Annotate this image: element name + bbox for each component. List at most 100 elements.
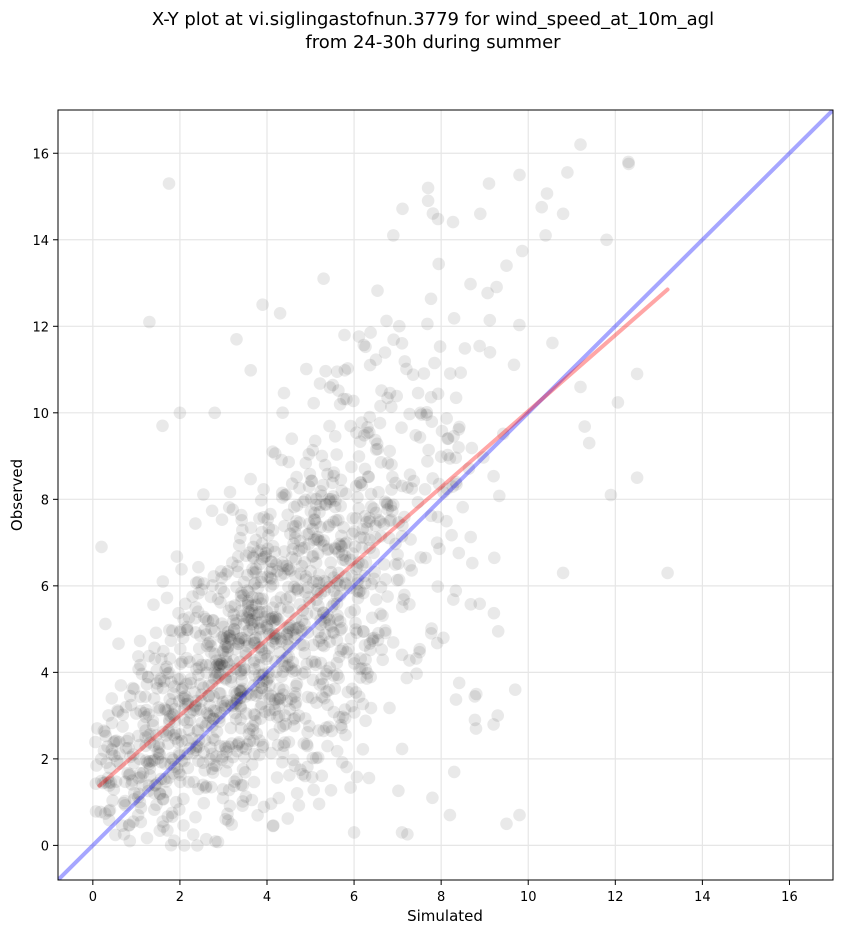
scatter-point <box>288 698 302 712</box>
scatter-point <box>324 784 338 797</box>
scatter-point <box>268 613 282 627</box>
scatter-point <box>339 487 353 501</box>
scatter-point <box>106 794 119 807</box>
scatter-point <box>392 557 405 570</box>
scatter-point <box>213 715 226 728</box>
scatter-point <box>313 377 327 390</box>
scatter-point <box>171 672 185 686</box>
scatter-point <box>305 474 319 488</box>
scatter-point <box>351 573 365 587</box>
scatter-point <box>290 677 304 690</box>
scatter-point <box>115 819 129 832</box>
scatter-point <box>152 747 166 760</box>
scatter-point <box>344 581 357 595</box>
scatter-point <box>89 805 103 818</box>
scatter-point <box>280 651 294 664</box>
scatter-point <box>335 484 349 498</box>
scatter-point <box>205 678 219 692</box>
scatter-point <box>176 631 190 645</box>
scatter-point <box>228 623 241 636</box>
scatter-point <box>241 738 254 751</box>
scatter-point <box>172 747 186 760</box>
scatter-point <box>253 512 266 525</box>
scatter-point <box>449 475 463 489</box>
scatter-point <box>119 799 132 812</box>
scatter-point <box>339 554 352 567</box>
scatter-point <box>234 631 248 645</box>
scatter-point <box>202 689 215 703</box>
scatter-point <box>224 698 238 712</box>
scatter-point <box>320 685 333 698</box>
scatter-point <box>160 591 174 605</box>
scatter-point <box>254 651 267 664</box>
scatter-point <box>449 584 463 598</box>
scatter-point <box>354 652 368 665</box>
scatter-point <box>443 452 457 465</box>
scatter-point <box>364 701 378 715</box>
scatter-point <box>191 724 204 738</box>
scatter-point <box>385 483 398 496</box>
scatter-point <box>535 200 548 214</box>
scatter-point <box>276 556 289 569</box>
scatter-point <box>357 338 371 352</box>
scatter-point <box>191 723 205 736</box>
scatter-point <box>398 355 412 368</box>
scatter-point <box>147 598 160 611</box>
scatter-point <box>263 703 276 717</box>
scatter-point <box>315 690 329 703</box>
scatter-point <box>364 670 378 684</box>
scatter-point <box>202 679 215 692</box>
scatter-point <box>150 677 163 690</box>
scatter-point <box>242 637 256 650</box>
scatter-point <box>374 515 387 528</box>
scatter-point <box>428 356 441 370</box>
scatter-point <box>262 623 275 636</box>
scatter-point <box>111 704 124 717</box>
scatter-point <box>187 703 200 717</box>
scatter-point <box>180 623 194 637</box>
scatter-point <box>254 615 268 629</box>
scatter-point <box>574 380 587 394</box>
scatter-point <box>359 714 372 728</box>
scatter-point <box>185 732 199 745</box>
scatter-point <box>447 312 461 325</box>
scatter-point <box>123 834 137 848</box>
scatter-point <box>285 662 298 675</box>
scatter-point <box>197 610 211 624</box>
scatter-point <box>122 819 136 832</box>
scatter-point <box>204 639 218 653</box>
scatter-point <box>194 629 207 643</box>
scatter-point <box>278 567 291 580</box>
scatter-point <box>177 713 191 727</box>
scatter-point <box>281 508 295 522</box>
scatter-point <box>344 781 357 794</box>
scatter-point <box>160 660 173 674</box>
scatter-point <box>251 545 264 559</box>
scatter-point <box>364 487 378 501</box>
scatter-point <box>301 581 315 594</box>
scatter-point <box>312 534 325 547</box>
scatter-point <box>109 775 123 788</box>
scatter-point <box>208 406 221 420</box>
scatter-point <box>157 793 170 806</box>
scatter-point <box>395 421 408 435</box>
scatter-point <box>340 646 353 659</box>
scatter-point <box>275 654 289 668</box>
scatter-point <box>99 807 112 820</box>
scatter-point <box>321 520 335 534</box>
scatter-point <box>150 729 163 742</box>
scatter-point <box>240 640 254 653</box>
scatter-point <box>181 623 194 637</box>
scatter-point <box>161 824 174 837</box>
scatter-point <box>189 517 202 530</box>
scatter-point <box>424 390 438 404</box>
scatter-point <box>277 386 291 400</box>
scatter-point <box>377 558 391 571</box>
scatter-point <box>285 551 299 564</box>
scatter-point <box>261 513 275 526</box>
scatter-point <box>300 738 314 751</box>
scatter-point <box>232 637 245 650</box>
scatter-point <box>228 775 241 788</box>
scatter-point <box>163 666 176 680</box>
scatter-point <box>180 677 193 691</box>
